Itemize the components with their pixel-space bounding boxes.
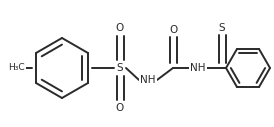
- Text: O: O: [169, 25, 177, 35]
- Text: NH: NH: [190, 63, 206, 73]
- Text: H₃C: H₃C: [8, 64, 25, 73]
- Text: S: S: [117, 63, 123, 73]
- Text: O: O: [116, 103, 124, 113]
- Text: NH: NH: [140, 75, 156, 85]
- Text: O: O: [116, 23, 124, 33]
- Text: S: S: [219, 23, 225, 33]
